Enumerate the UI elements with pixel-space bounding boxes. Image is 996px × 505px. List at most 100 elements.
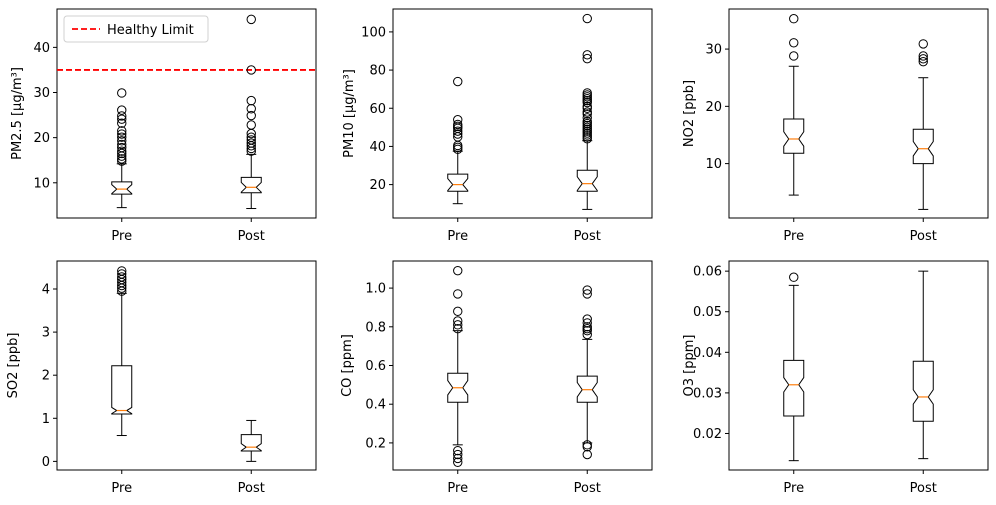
outlier-point [117, 156, 127, 166]
outlier-point [246, 135, 256, 145]
axes-frame [56, 260, 317, 471]
outlier-point [789, 38, 799, 48]
axes-frame [56, 8, 317, 219]
y-tick-label: 1.0 [365, 282, 386, 297]
outlier-point [453, 449, 463, 460]
outlier-point [453, 457, 463, 467]
outlier-point [453, 320, 463, 330]
y-axis-label: SO2 [ppb] [6, 333, 21, 399]
outlier-point [246, 65, 256, 75]
x-tick-label: Pre [783, 481, 804, 496]
x-tick-label: Post [238, 481, 265, 496]
outlier-point [582, 113, 592, 123]
outlier-point [453, 306, 463, 317]
outlier-point [453, 445, 463, 456]
outlier-point [117, 139, 127, 150]
y-tick-label: 40 [369, 140, 386, 155]
outlier-point [582, 116, 592, 127]
outlier-point [582, 440, 592, 450]
outlier-point [582, 107, 592, 117]
y-tick-label: 1 [42, 412, 50, 427]
panel-1: 20 40 60 80 100 PM10 [μg/m³] Pre Post [342, 8, 653, 244]
outlier-point [117, 105, 127, 115]
box-post [912, 360, 934, 422]
outlier-point [246, 132, 256, 142]
y-axis-label: NO2 [ppb] [682, 80, 697, 147]
box-pre [447, 173, 469, 192]
y-tick-label: 3 [42, 326, 50, 341]
outlier-point [918, 56, 928, 67]
legend-entry-label: Healthy Limit [107, 23, 194, 38]
outlier-point [117, 136, 127, 146]
outlier-point [117, 148, 127, 159]
outlier-point [453, 265, 463, 276]
y-tick-label: 10 [33, 176, 50, 191]
outlier-point [453, 324, 463, 334]
box-pre [111, 365, 133, 415]
y-tick-label: 0 [42, 455, 50, 470]
x-tick-label: Pre [111, 229, 132, 244]
outlier-point [453, 142, 463, 153]
outlier-point [117, 142, 127, 153]
outlier-point [117, 129, 127, 139]
legend-box [63, 15, 209, 43]
panel-0: 10 20 30 40 PM2.5 [μg/m³] Pre Post Healthy Limi… [10, 8, 317, 244]
outlier-point [117, 269, 127, 279]
box-post [240, 434, 262, 452]
outlier-point [246, 120, 256, 130]
outlier-point [453, 119, 463, 130]
outlier-point [246, 14, 256, 25]
y-tick-label: 20 [705, 100, 722, 115]
y-tick-label: 0.03 [693, 386, 722, 401]
outlier-point [246, 138, 256, 148]
x-tick-label: Pre [447, 229, 468, 244]
y-tick-label: 4 [42, 283, 50, 298]
outlier-point [246, 110, 256, 121]
outlier-point [453, 453, 463, 464]
outlier-point [918, 54, 928, 64]
y-tick-label: 20 [33, 131, 50, 146]
y-tick-label: 40 [33, 41, 50, 56]
box-post [240, 176, 262, 194]
outlier-point [246, 95, 256, 106]
outlier-point [582, 329, 592, 340]
outlier-point [117, 118, 127, 128]
x-tick-label: Pre [783, 229, 804, 244]
outlier-point [453, 316, 463, 326]
y-tick-label: 0.2 [365, 436, 386, 451]
outlier-point [582, 53, 592, 64]
outlier-point [117, 154, 127, 164]
outlier-point [582, 285, 592, 295]
x-tick-label: Post [574, 229, 601, 244]
box-post [576, 169, 598, 192]
outlier-point [582, 289, 592, 299]
outlier-point [582, 314, 592, 324]
outlier-point [582, 50, 592, 60]
outlier-point [582, 442, 592, 452]
x-tick-label: Post [910, 481, 937, 496]
outlier-point [117, 132, 127, 142]
box-pre [783, 118, 805, 154]
y-tick-label: 10 [705, 157, 722, 172]
y-tick-label: 80 [369, 64, 386, 79]
box-pre [111, 181, 133, 195]
outlier-point [453, 115, 463, 125]
y-tick-label: 0.8 [365, 320, 386, 335]
outlier-point [789, 14, 799, 24]
outlier-point [453, 289, 463, 299]
outlier-point [918, 39, 928, 49]
panel-4: 0.2 0.4 0.6 0.8 1.0 CO [ppm] Pre Post [340, 260, 653, 496]
x-tick-label: Post [574, 481, 601, 496]
box-pre [783, 359, 805, 417]
y-tick-label: 0.4 [365, 398, 386, 413]
outlier-point [117, 111, 127, 121]
panel-5: 0.02 0.03 0.04 0.05 0.06 O3 [ppm] Pre Post [682, 260, 989, 496]
outlier-point [117, 146, 127, 156]
outlier-point [582, 318, 592, 328]
outlier-point [789, 272, 799, 282]
panel-2: 10 20 30 NO2 [ppb] Pre Post [682, 8, 989, 244]
y-tick-label: 0.06 [693, 265, 722, 280]
y-tick-label: 2 [42, 369, 50, 384]
axes-frame [728, 260, 989, 471]
outlier-point [117, 272, 127, 282]
